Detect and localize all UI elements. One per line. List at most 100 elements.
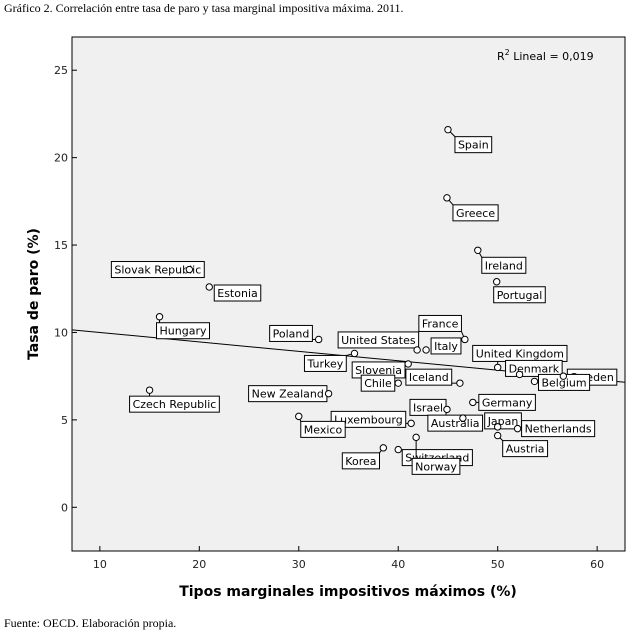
data-point — [404, 360, 412, 368]
x-tick-label: 60 — [590, 558, 604, 571]
point-label-text: Chile — [364, 377, 392, 390]
point-label: Luxembourg — [330, 410, 407, 428]
point-label-box — [454, 136, 493, 154]
point-label-text: Hungary — [160, 325, 207, 338]
data-point — [145, 386, 154, 394]
point-label: Czech Republic — [129, 395, 220, 413]
point-label-text: Slovak Republic — [114, 264, 201, 277]
point-label-box — [521, 420, 596, 438]
point-label-text: Estonia — [217, 287, 258, 300]
point-label-box — [303, 354, 347, 372]
point-label-text: Italy — [434, 340, 458, 353]
point-label-box — [330, 410, 407, 428]
point-label-text: Belgium — [541, 376, 586, 389]
data-point — [474, 246, 482, 254]
data-point — [456, 379, 464, 387]
point-label-box — [129, 395, 220, 413]
data-point — [379, 444, 388, 452]
x-tick-label: 10 — [93, 558, 107, 571]
point-label: Germany — [478, 393, 536, 411]
point-label-box — [502, 440, 549, 458]
point-label-text: Norway — [415, 460, 457, 473]
point-label: Estonia — [213, 284, 262, 302]
data-point — [443, 194, 451, 202]
data-point — [394, 445, 402, 454]
x-tick-label: 20 — [192, 558, 206, 571]
point-label: France — [418, 314, 462, 332]
point-label: Slovenia — [351, 361, 406, 379]
point-label-text: Czech Republic — [133, 398, 217, 411]
data-point — [444, 125, 452, 134]
data-point — [443, 405, 451, 414]
point-label-box — [427, 414, 484, 432]
point-label-text: Japan — [487, 415, 519, 428]
point-label-box — [300, 420, 346, 438]
point-label-text: Germany — [482, 396, 533, 409]
point-label: Japan — [484, 412, 522, 430]
point-label-box — [341, 452, 380, 470]
point-label-box — [418, 314, 462, 332]
data-point — [295, 412, 303, 421]
point-label: Iceland — [405, 368, 453, 386]
point-label: Korea — [341, 452, 380, 470]
data-point — [530, 377, 539, 386]
data-point — [413, 346, 421, 354]
point-label-text: Greece — [456, 207, 495, 220]
point-label-text: France — [422, 317, 459, 330]
data-point — [350, 349, 359, 358]
point-label-text: Poland — [273, 327, 310, 340]
chart-source: Fuente: OECD. Elaboración propia. — [4, 616, 177, 630]
point-label-box — [452, 204, 499, 222]
data-point — [559, 372, 568, 380]
data-point — [493, 423, 502, 431]
point-label-text: United Kingdom — [476, 347, 564, 360]
data-point — [469, 398, 477, 407]
point-label-text: Mexico — [304, 423, 343, 436]
point-label: Chile — [360, 374, 396, 392]
data-point — [407, 419, 415, 428]
point-label-text: Australia — [431, 417, 480, 430]
y-tick-label: 15 — [54, 239, 68, 252]
x-axis-title: Tipos marginales impositivos máximos (%) — [179, 584, 517, 600]
data-point — [513, 424, 522, 433]
point-label-text: Austria — [506, 443, 545, 456]
point-label: United Kingdom — [472, 344, 568, 362]
point-label: Israel — [409, 398, 447, 416]
y-tick-label: 25 — [54, 64, 68, 77]
data-point — [493, 431, 502, 440]
point-label: Hungary — [156, 322, 211, 340]
point-label: Spain — [454, 136, 493, 154]
point-label: Poland — [269, 324, 313, 342]
point-label-text: Netherlands — [525, 423, 592, 436]
y-tick-label: 10 — [54, 326, 68, 339]
point-label: Italy — [430, 337, 462, 355]
point-label-text: Iceland — [409, 371, 449, 384]
point-label-text: United States — [341, 334, 416, 347]
point-label: New Zealand — [248, 385, 328, 403]
point-label-box — [156, 322, 211, 340]
x-tick-label: 50 — [491, 558, 505, 571]
point-label: United States — [337, 331, 420, 349]
data-point — [493, 363, 502, 372]
point-label-box — [411, 457, 461, 475]
point-label-text: Ireland — [485, 259, 523, 272]
data-point — [461, 335, 469, 344]
point-label: Australia — [427, 414, 484, 432]
point-label-box — [481, 256, 527, 274]
data-point — [394, 379, 402, 387]
point-label: Portugal — [493, 286, 546, 304]
data-point — [324, 389, 333, 398]
data-point — [314, 335, 323, 344]
chart-title: Gráfico 2. Correlación entre tasa de par… — [4, 1, 404, 15]
point-label-text: Spain — [458, 139, 489, 152]
data-point — [492, 278, 501, 286]
data-point — [515, 370, 524, 379]
r-squared-annotation: R2 Lineal = 0,019 — [497, 48, 594, 63]
point-label: Ireland — [481, 256, 527, 274]
point-label: Mexico — [300, 420, 346, 438]
point-label: Slovak Republic — [110, 261, 205, 279]
data-point — [185, 265, 194, 274]
point-label-box — [493, 286, 546, 304]
point-label-text: Turkey — [306, 357, 343, 370]
point-label-text: New Zealand — [252, 388, 324, 401]
